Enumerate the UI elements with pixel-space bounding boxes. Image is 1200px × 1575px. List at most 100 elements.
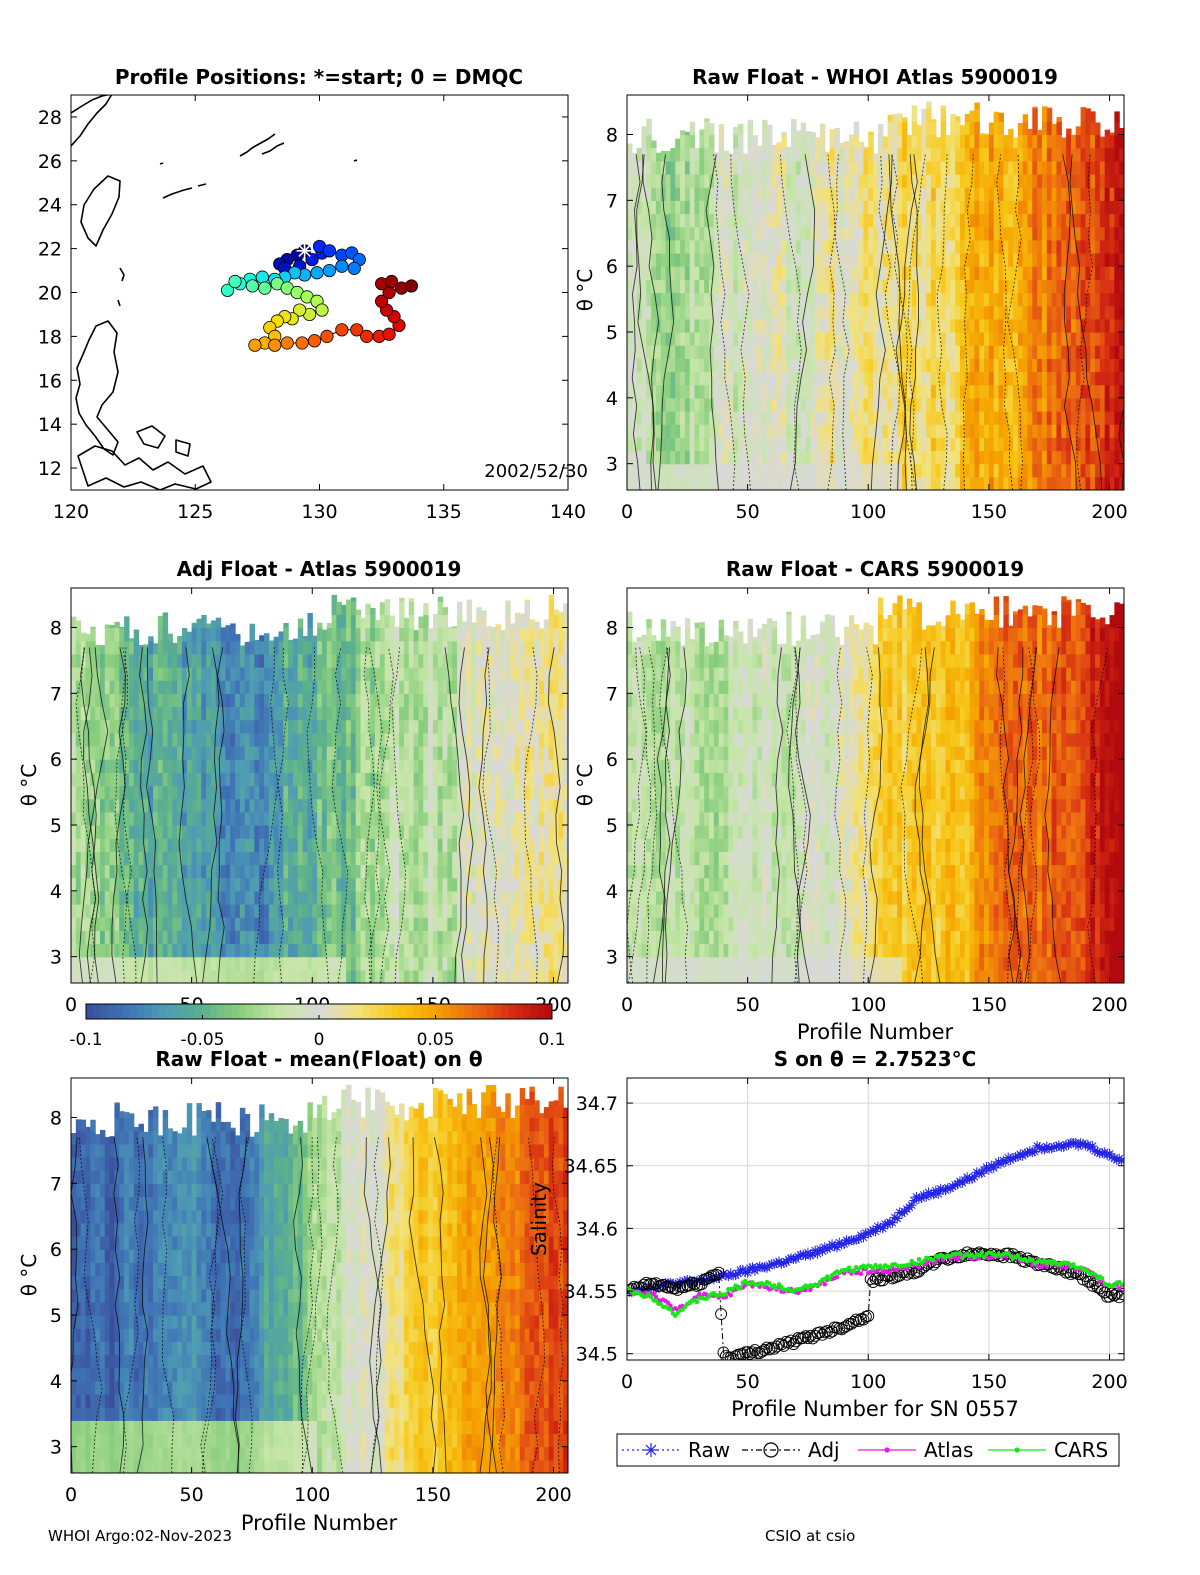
whoi-cell — [1070, 292, 1077, 307]
whoi-cell — [791, 345, 797, 359]
adj-cell — [225, 759, 231, 773]
adj-cell — [215, 653, 222, 668]
whoi-cell — [921, 213, 927, 228]
whoi-cell — [906, 397, 913, 412]
whoi-cell — [974, 397, 980, 412]
adj-cell — [312, 890, 318, 905]
whoi-cell — [766, 358, 773, 373]
whoi-cell — [771, 187, 778, 201]
adj-cell — [235, 838, 241, 852]
whoi-cell — [675, 384, 681, 399]
whoi-cell — [964, 450, 971, 465]
whoi-cell — [1085, 411, 1091, 425]
whoi-cell — [844, 187, 850, 201]
adj-cell — [95, 719, 101, 734]
adj-cell — [196, 618, 202, 629]
adj-cell — [350, 601, 357, 615]
adj-cell — [153, 693, 159, 708]
adj-cell — [326, 640, 333, 655]
whoi-cell — [786, 371, 792, 386]
adj-cell — [148, 825, 154, 839]
whoi-cell — [627, 253, 633, 267]
adj-panel: Adj Float - Atlas 5900019 05010015020034… — [17, 557, 572, 1016]
whoi-cell — [844, 397, 850, 412]
whoi-cell — [959, 213, 966, 228]
whoi-cell — [839, 476, 845, 490]
whoi-cell — [795, 160, 802, 175]
adj-cell — [80, 943, 87, 958]
whoi-contour — [1118, 403, 1124, 490]
adj-cell — [365, 719, 371, 734]
adj-cell — [119, 904, 125, 918]
whoi-cell — [1037, 279, 1043, 294]
adj-cell — [191, 693, 198, 708]
map-coastlines — [71, 95, 358, 490]
adj-cell — [350, 680, 357, 694]
adj-cell — [360, 917, 366, 931]
adj-cell — [230, 627, 236, 642]
whoi-cell — [1109, 397, 1115, 412]
adj-cell — [191, 825, 198, 839]
whoi-cell — [1041, 253, 1048, 267]
adj-cell — [374, 627, 381, 642]
whoi-cell — [1041, 239, 1048, 254]
adj-cell — [177, 653, 183, 668]
whoi-cell — [1032, 411, 1038, 425]
whoi-cell — [791, 437, 797, 452]
adj-cell — [235, 969, 241, 983]
whoi-cell — [791, 226, 797, 241]
adj-cell — [346, 956, 352, 971]
whoi-cell — [800, 134, 807, 149]
whoi-cell — [631, 358, 638, 373]
adj-cell — [143, 811, 149, 826]
adj-cell — [370, 904, 376, 918]
whoi-cell — [844, 476, 850, 490]
whoi-cell — [930, 200, 937, 215]
adj-cell — [394, 825, 400, 839]
adj-cell — [384, 930, 391, 945]
whoi-cell — [993, 226, 1000, 241]
whoi-cell — [1119, 187, 1124, 201]
whoi-cell — [1017, 332, 1024, 346]
whoi-cell — [627, 279, 633, 294]
whoi-cell — [930, 226, 937, 241]
whoi-cell — [641, 126, 647, 136]
coast-luzon — [75, 320, 119, 456]
whoi-cell — [776, 450, 783, 465]
whoi-cell — [810, 132, 816, 136]
whoi-cell — [742, 226, 749, 241]
whoi-cell — [1075, 345, 1082, 359]
adj-cell — [326, 667, 333, 681]
whoi-cell — [950, 213, 956, 228]
whoi-cell — [757, 160, 763, 175]
whoi-cell — [781, 397, 787, 412]
adj-cell — [172, 917, 178, 931]
whoi-cell — [766, 450, 773, 465]
whoi-cell — [805, 358, 811, 373]
whoi-cell — [776, 411, 783, 425]
whoi-cell — [844, 437, 850, 452]
adj-cell — [186, 890, 193, 905]
whoi-cell — [853, 318, 860, 333]
whoi-cell — [839, 411, 845, 425]
whoi-cell — [955, 358, 961, 373]
adj-cell — [143, 759, 149, 773]
whoi-cell — [829, 411, 836, 425]
adj-cell — [177, 746, 183, 760]
whoi-cell — [1027, 476, 1033, 490]
whoi-cell — [1032, 106, 1038, 109]
adj-cell — [254, 969, 260, 983]
adj-cell — [235, 825, 241, 839]
whoi-cell — [747, 463, 754, 478]
whoi-cell — [781, 239, 787, 254]
adj-cell — [273, 667, 280, 681]
adj-cell — [124, 917, 130, 931]
whoi-cell — [979, 332, 985, 346]
adj-cell — [124, 680, 130, 694]
adj-cell — [124, 719, 130, 734]
whoi-cell — [1090, 239, 1096, 254]
whoi-cell — [1003, 187, 1009, 201]
adj-cell — [153, 746, 159, 760]
whoi-cell — [675, 476, 681, 490]
whoi-cell — [704, 358, 710, 373]
